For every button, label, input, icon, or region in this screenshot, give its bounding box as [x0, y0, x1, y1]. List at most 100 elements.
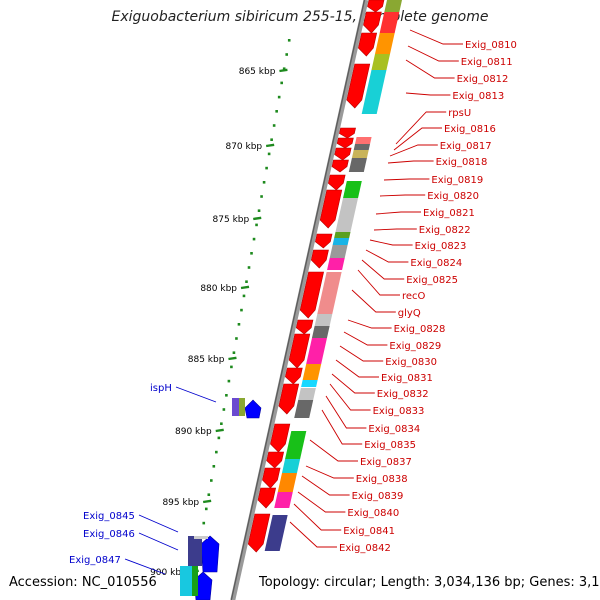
scale-dot [285, 53, 289, 56]
reverse-gene-label: ispH [150, 383, 172, 394]
cog-block [375, 33, 395, 54]
forward-gene-label: Exig_0830 [385, 357, 437, 368]
forward-gene-label: Exig_0838 [356, 474, 408, 485]
forward-gene-label: Exig_0813 [452, 91, 504, 102]
reverse-gene-label: Exig_0846 [83, 529, 135, 540]
forward-label-leader [405, 59, 455, 79]
genome-summary-text: Topology: circular; Length: 3,034,136 bp… [259, 575, 600, 590]
cog-block [348, 158, 367, 172]
scale-tick-label: 895 kbp [162, 498, 199, 508]
cog-block [294, 400, 314, 418]
forward-gene-label: Exig_0834 [368, 424, 420, 435]
forward-gene-label: Exig_0831 [381, 373, 433, 384]
forward-gene-label: Exig_0816 [444, 124, 496, 135]
forward-label-leader [305, 465, 354, 479]
forward-gene-label: Exig_0820 [427, 191, 479, 202]
forward-label-leader [339, 345, 384, 362]
scale-dot [287, 39, 291, 42]
scale-tick-label: 870 kbp [225, 142, 262, 152]
reverse-gene-track [180, 398, 262, 600]
cog-block [335, 198, 359, 232]
backbone-edge [230, 0, 366, 600]
scale-tick [279, 68, 288, 73]
forward-gene-label: Exig_0842 [339, 543, 391, 554]
scale-dot [235, 337, 238, 340]
scale-dot [217, 436, 221, 440]
forward-gene-label: glyQ [398, 308, 421, 319]
cog-block [285, 431, 307, 459]
scale-dot [210, 479, 213, 482]
forward-gene-label: Exig_0840 [347, 508, 399, 519]
reverse-label-leader [138, 532, 179, 551]
cog-block [274, 492, 293, 508]
cog-block [361, 70, 387, 114]
reverse-cog-block [188, 536, 202, 566]
forward-label-leader [309, 439, 358, 462]
scale-dot [215, 450, 218, 454]
forward-gene-label: Exig_0829 [389, 341, 441, 352]
backbone-line [230, 0, 369, 600]
forward-label-leader [331, 373, 375, 394]
scale-dot [212, 465, 216, 468]
scale-dot [225, 394, 228, 397]
scale-dot [247, 266, 251, 269]
forward-gene-arrow [278, 383, 300, 415]
forward-gene-label: Exig_0810 [465, 40, 517, 51]
forward-label-leader [405, 92, 451, 96]
forward-gene-label: Exig_0822 [419, 225, 471, 236]
forward-label-leader [387, 160, 434, 164]
forward-label-leader [395, 111, 447, 145]
scale-tick-label: 900 kbp [150, 568, 187, 578]
scale-tick-label: 875 kbp [213, 215, 250, 225]
forward-gene-arrow [331, 159, 349, 173]
cog-block [301, 380, 318, 387]
forward-gene-arrow [310, 249, 329, 269]
forward-label-leader [329, 383, 371, 411]
forward-gene-arrow [339, 127, 356, 139]
scale-dot [242, 294, 246, 298]
forward-gene-arrow [266, 451, 285, 469]
forward-gene-label: Exig_0821 [423, 208, 475, 219]
scale-dot [250, 252, 253, 255]
scale-tick [215, 428, 224, 433]
forward-gene-label: Exig_0823 [415, 241, 467, 252]
scale-dot [277, 95, 281, 99]
reverse-label-leader [124, 558, 166, 575]
scale-dot [227, 379, 231, 383]
forward-gene-arrow [295, 319, 314, 335]
cog-color-track [264, 0, 402, 551]
genome-backbone [230, 0, 369, 600]
scale-dot [265, 166, 268, 170]
forward-label-leader [365, 249, 409, 263]
forward-gene-arrow [299, 271, 324, 319]
forward-gene-arrow [336, 137, 354, 149]
forward-label-leader [373, 228, 417, 231]
cog-block [306, 338, 327, 364]
scale-dot [207, 493, 211, 496]
scale-tick-label: 880 kbp [200, 284, 237, 294]
scale-dot [260, 195, 263, 198]
forward-label-leader [335, 359, 379, 378]
forward-gene-label: Exig_0832 [377, 389, 429, 400]
scale-ticks: 865 kbp 870 kbp 875 kbp 880 kbp 885 kbp 890 k… [150, 39, 291, 596]
cog-block [317, 272, 342, 314]
forward-gene-arrow [288, 333, 311, 369]
scale-dot [275, 110, 278, 113]
forward-label-leader [297, 491, 346, 513]
forward-label-leader [347, 319, 392, 329]
reverse-cog-block [192, 566, 198, 596]
forward-gene-arrow [257, 487, 277, 509]
forward-gene-label: Exig_0812 [457, 74, 509, 85]
forward-gene-label: rpsU [448, 108, 471, 119]
forward-label-leader [325, 395, 367, 429]
forward-label-leader [351, 289, 396, 313]
scale-dot [262, 181, 266, 184]
forward-gene-label: Exig_0833 [373, 406, 425, 417]
forward-gene-label: recO [402, 291, 426, 302]
scale-tick [228, 356, 237, 361]
cog-block [327, 258, 345, 270]
forward-gene-label: Exig_0837 [360, 457, 412, 468]
cog-block [302, 364, 322, 380]
cog-block [332, 238, 350, 245]
